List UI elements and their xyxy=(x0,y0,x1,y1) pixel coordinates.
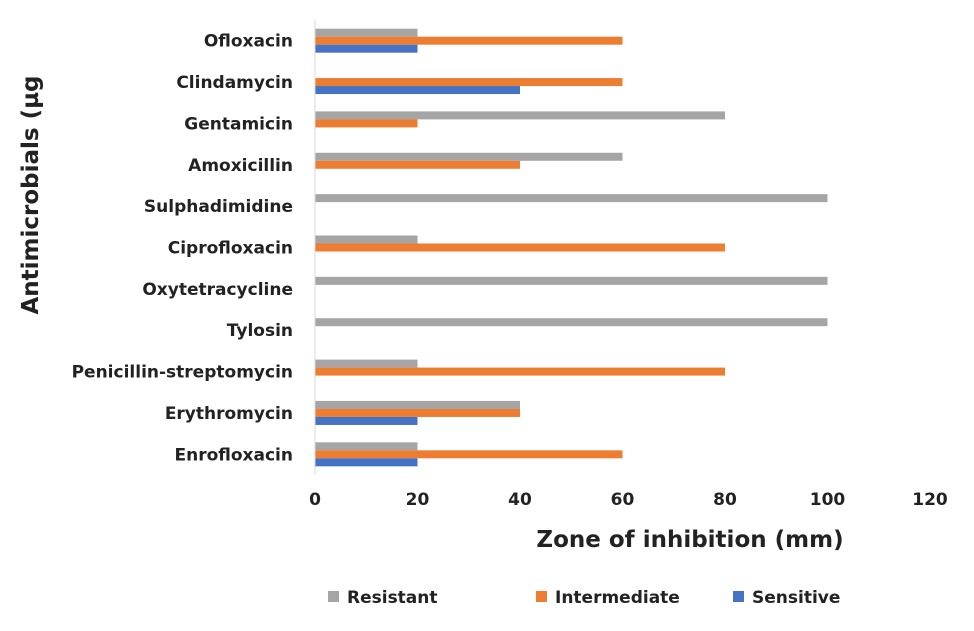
x-tick-label: 40 xyxy=(508,490,532,510)
category-label: Erythromycin xyxy=(165,404,293,424)
x-axis-ticks: 0 20 40 60 80 100 120 xyxy=(309,490,948,510)
x-tick-label: 100 xyxy=(810,490,846,510)
category-label: Penicillin-streptomycin xyxy=(72,363,293,383)
bar-resistant-oxytetracycline xyxy=(315,276,828,285)
category-labels: Ofloxacin Clindamycin Gentamicin Amoxicilli… xyxy=(72,32,293,466)
x-tick-label: 80 xyxy=(713,490,737,510)
bar-resistant-penicillin-streptomycin xyxy=(315,359,418,368)
legend-label-resistant: Resistant xyxy=(347,588,438,608)
bar-intermediate-clindamycin xyxy=(315,78,623,87)
plot-area xyxy=(315,28,828,467)
bar-resistant-ciprofloxacin xyxy=(315,235,418,244)
bar-resistant-amoxicillin xyxy=(315,152,623,161)
bar-resistant-gentamicin xyxy=(315,111,725,120)
bar-resistant-enrofloxacin xyxy=(315,442,418,451)
bar-resistant-tylosin xyxy=(315,318,828,327)
bar-intermediate-erythromycin xyxy=(315,408,520,417)
legend-swatch-resistant xyxy=(328,591,339,602)
legend-label-sensitive: Sensitive xyxy=(752,588,840,608)
category-label: Tylosin xyxy=(227,321,293,341)
legend: Resistant Intermediate Sensitive xyxy=(328,588,840,608)
category-label: Enrofloxacin xyxy=(174,445,293,465)
legend-swatch-intermediate xyxy=(536,591,547,602)
x-tick-label: 20 xyxy=(406,490,430,510)
x-axis-title: Zone of inhibition (mm) xyxy=(536,527,843,553)
x-tick-label: 0 xyxy=(309,490,321,510)
bar-intermediate-ciprofloxacin xyxy=(315,243,725,252)
category-label: Ciprofloxacin xyxy=(168,239,293,259)
bar-intermediate-penicillin-streptomycin xyxy=(315,367,725,376)
category-label: Ofloxacin xyxy=(204,32,293,52)
x-tick-label: 60 xyxy=(611,490,635,510)
bar-sensitive-erythromycin xyxy=(315,416,418,425)
bar-sensitive-clindamycin xyxy=(315,86,520,95)
category-label: Sulphadimidine xyxy=(144,197,293,217)
category-label: Oxytetracycline xyxy=(142,280,293,300)
bar-intermediate-gentamicin xyxy=(315,119,418,128)
legend-label-intermediate: Intermediate xyxy=(555,588,680,608)
category-label: Clindamycin xyxy=(176,73,293,93)
bar-sensitive-ofloxacin xyxy=(315,44,418,53)
category-label: Amoxicillin xyxy=(188,156,293,176)
category-label: Gentamicin xyxy=(184,114,293,134)
bar-resistant-ofloxacin xyxy=(315,28,418,37)
y-axis-title: Antimicrobials (µg xyxy=(18,75,44,314)
bar-intermediate-amoxicillin xyxy=(315,160,520,169)
legend-swatch-sensitive xyxy=(733,591,744,602)
bar-intermediate-ofloxacin xyxy=(315,36,623,45)
x-tick-label: 120 xyxy=(912,490,948,510)
bar-resistant-erythromycin xyxy=(315,400,520,409)
bar-sensitive-enrofloxacin xyxy=(315,458,418,467)
bar-resistant-sulphadimidine xyxy=(315,194,828,203)
bar-intermediate-enrofloxacin xyxy=(315,450,623,459)
